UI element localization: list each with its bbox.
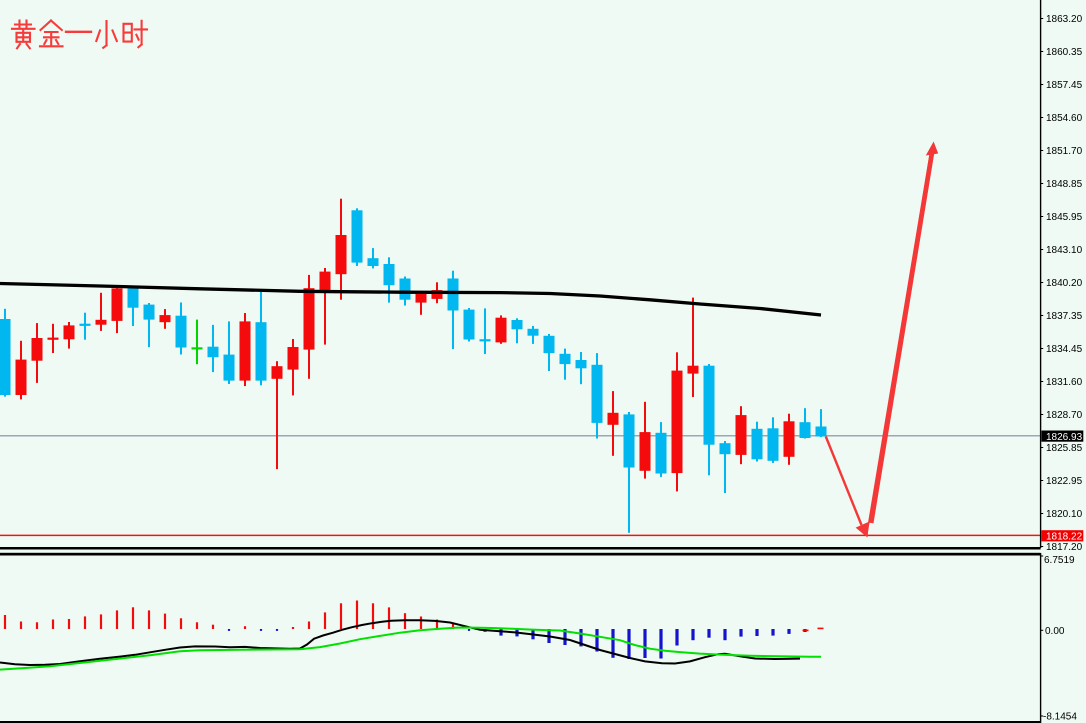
svg-text:1820.10: 1820.10 [1046,509,1083,520]
svg-text:1848.85: 1848.85 [1046,179,1083,190]
svg-text:-8.1454: -8.1454 [1043,712,1077,723]
svg-text:1863.20: 1863.20 [1046,14,1083,25]
svg-text:1817.20: 1817.20 [1046,542,1083,553]
svg-text:1843.10: 1843.10 [1046,245,1083,256]
svg-text:1845.95: 1845.95 [1046,212,1083,223]
svg-text:1822.95: 1822.95 [1046,476,1083,487]
svg-text:6.7519: 6.7519 [1044,555,1075,566]
svg-text:1854.60: 1854.60 [1046,113,1083,124]
svg-text:1860.35: 1860.35 [1046,47,1083,58]
svg-text:1837.35: 1837.35 [1046,311,1083,322]
svg-text:1857.45: 1857.45 [1046,80,1083,91]
svg-text:0.00: 0.00 [1045,626,1065,637]
svg-text:1826.93: 1826.93 [1046,432,1083,443]
svg-text:1828.70: 1828.70 [1046,410,1083,421]
svg-text:1840.20: 1840.20 [1046,278,1083,289]
svg-text:1818.22: 1818.22 [1046,532,1083,543]
svg-text:1831.60: 1831.60 [1046,377,1083,388]
svg-text:1825.85: 1825.85 [1046,443,1083,454]
svg-text:1834.45: 1834.45 [1046,344,1083,355]
svg-text:1851.70: 1851.70 [1046,146,1083,157]
